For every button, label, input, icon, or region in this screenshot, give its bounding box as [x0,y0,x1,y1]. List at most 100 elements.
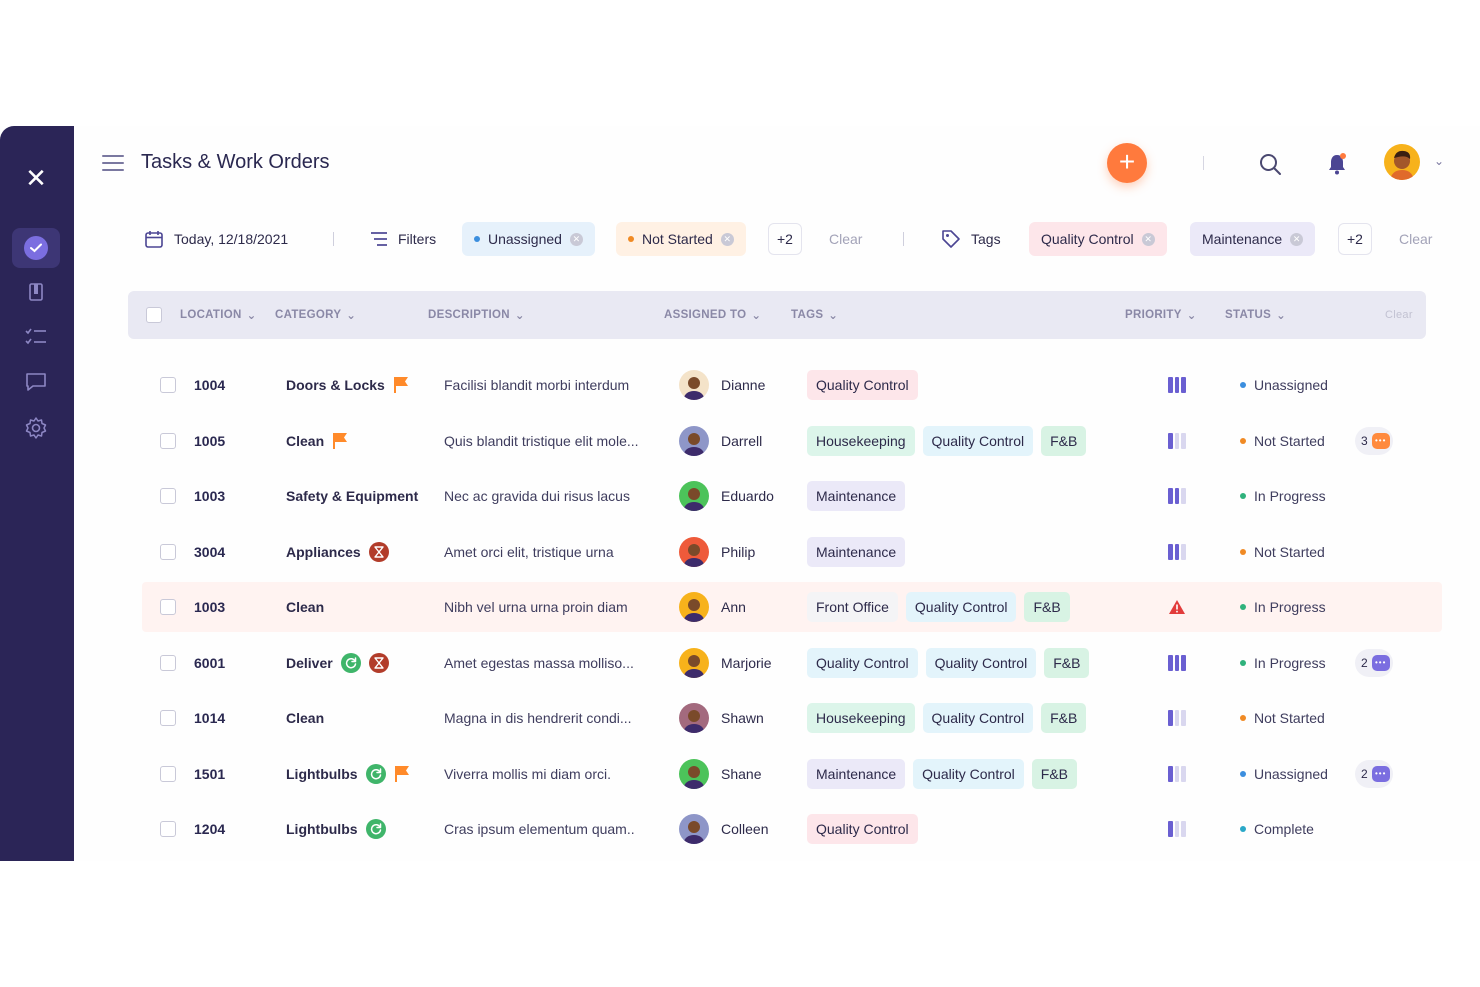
table-row[interactable]: 1004 Doors & Locks Facilisi blandit morbi … [142,360,1442,410]
table-row[interactable]: 1501 Lightbulbs Viverra mollis mi diam orc… [142,749,1442,799]
bell-icon[interactable] [1326,152,1348,176]
refresh-icon [365,763,386,784]
priority-bars-icon [1168,543,1187,560]
filters-more-button[interactable]: +2 [768,223,802,255]
column-priority[interactable]: PRIORITY ⌄ [1125,291,1197,339]
tag-pill[interactable]: F&B [1041,425,1087,456]
filter-chip-unassigned[interactable]: Unassigned ✕ [462,222,595,256]
tag-pill[interactable]: F&B [1044,647,1090,678]
tag-pill[interactable]: Front Office [807,592,898,622]
row-checkbox[interactable] [160,654,176,671]
close-icon[interactable]: ✕ [25,163,47,193]
category-label: Clean [286,432,325,449]
search-icon[interactable] [1258,152,1282,176]
status-dot [1240,437,1246,444]
column-status[interactable]: STATUS ⌄ [1225,291,1286,339]
row-checkbox[interactable] [160,599,176,615]
table-row[interactable]: 1003 Safety & Equipment Nec ac gravida dui… [142,471,1442,521]
tag-pill[interactable]: Quality Control [922,425,1034,456]
priority-cell [1168,360,1187,410]
filters-clear-link[interactable]: Clear [829,231,863,247]
user-avatar[interactable] [1384,144,1420,180]
tag-pill[interactable]: Quality Control [905,592,1017,622]
table-row[interactable]: 6001 Deliver Amet egestas massa molliso...… [142,638,1442,688]
table-row[interactable]: 1003 Clean Nibh vel urna urna proin diam An… [142,582,1442,632]
column-label: DESCRIPTION [428,309,510,321]
status-cell: Unassigned [1240,749,1328,799]
column-description[interactable]: DESCRIPTION ⌄ [428,291,525,339]
row-checkbox[interactable] [160,377,176,393]
tag-pill[interactable]: Housekeeping [807,425,915,456]
tag-pill[interactable]: Quality Control [922,703,1034,733]
tag-pill[interactable]: F&B [1024,592,1070,622]
tag-pill[interactable]: F&B [1031,758,1077,789]
tag-chip-maintenance[interactable]: Maintenance ✕ [1190,222,1316,256]
filters-button[interactable]: Filters [370,222,436,256]
category-cell: Lightbulbs [286,804,386,854]
row-checkbox[interactable] [160,488,176,504]
tag-pill[interactable]: Maintenance [807,536,906,567]
priority-bars-icon [1168,488,1187,504]
close-icon[interactable]: ✕ [1290,232,1304,246]
tag-pill[interactable]: Maintenance [807,758,906,789]
tag-pill[interactable]: Quality Control [925,647,1037,678]
tag-pill[interactable]: Quality Control [807,370,918,400]
table-row[interactable]: 1014 Clean Magna in dis hendrerit condi...… [142,693,1442,743]
comments-badge[interactable]: 3 ••• [1355,416,1393,466]
add-button[interactable]: + [1107,143,1147,183]
column-tags[interactable]: TAGS ⌄ [791,291,838,339]
flag-icon [394,765,409,782]
close-icon[interactable]: ✕ [720,232,734,246]
table-row[interactable]: 1005 Clean Quis blandit tristique elit mol… [142,416,1442,466]
tag-pill[interactable]: Quality Control [913,758,1024,789]
select-all-checkbox[interactable] [146,307,162,323]
tag-pill[interactable]: Maintenance [807,481,906,511]
comment-count: 3 [1361,433,1368,448]
table-row[interactable]: 3004 Appliances Amet orci elit, tristique … [142,527,1442,577]
tag-pill[interactable]: Quality Control [807,814,918,844]
comments-badge[interactable]: 2 ••• [1355,638,1393,688]
hamburger-menu-icon[interactable] [102,155,124,171]
close-icon[interactable]: ✕ [569,232,583,246]
priority-cell [1168,804,1187,854]
chevron-down-icon[interactable]: ⌄ [1434,154,1445,168]
tag-pill[interactable]: F&B [1041,703,1087,733]
row-checkbox[interactable] [160,432,176,449]
sidebar-item-checklist[interactable] [12,317,60,357]
tag-pill[interactable]: Housekeeping [807,703,915,733]
chevron-down-icon: ⌄ [514,310,525,322]
sidebar-item-documents[interactable] [12,272,60,312]
tags-more-button[interactable]: +2 [1338,223,1372,255]
filter-chip-not-started[interactable]: Not Started ✕ [616,222,746,256]
sidebar-item-chat[interactable] [12,362,60,402]
status-dot [1240,604,1246,610]
row-checkbox[interactable] [160,765,176,782]
description-cell: Viverra mollis mi diam orci. [444,765,611,782]
priority-cell [1168,416,1187,466]
row-checkbox[interactable] [160,710,176,726]
category-cell: Lightbulbs [286,749,410,799]
chevron-down-icon: ⌄ [1186,310,1197,322]
comments-badge[interactable]: 2 ••• [1355,749,1393,799]
page-title: Tasks & Work Orders [141,151,330,173]
column-assigned-to[interactable]: ASSIGNED TO ⌄ [664,291,761,339]
tags-cell: Maintenance [807,527,906,577]
sidebar-item-settings[interactable] [12,408,60,448]
row-checkbox[interactable] [160,543,176,560]
header-clear-link[interactable]: Clear [1385,309,1413,321]
chevron-down-icon: ⌄ [346,310,357,322]
column-category[interactable]: CATEGORY ⌄ [275,291,356,339]
tag-chip-quality-control[interactable]: Quality Control ✕ [1029,222,1167,256]
date-picker[interactable]: Today, 12/18/2021 [144,222,288,256]
tag-pill[interactable]: Quality Control [807,647,918,678]
category-label: Doors & Locks [286,377,385,393]
tags-button[interactable]: Tags [941,222,1001,256]
chip-label: Not Started [642,231,713,247]
close-icon[interactable]: ✕ [1141,232,1155,246]
tags-clear-link[interactable]: Clear [1399,231,1433,247]
sidebar-item-tasks[interactable] [12,228,60,268]
row-checkbox[interactable] [160,821,176,837]
table-row[interactable]: 1204 Lightbulbs Cras ipsum elementum quam.… [142,804,1442,854]
location-cell: 1005 [194,432,226,449]
column-location[interactable]: LOCATION ⌄ [180,291,257,339]
